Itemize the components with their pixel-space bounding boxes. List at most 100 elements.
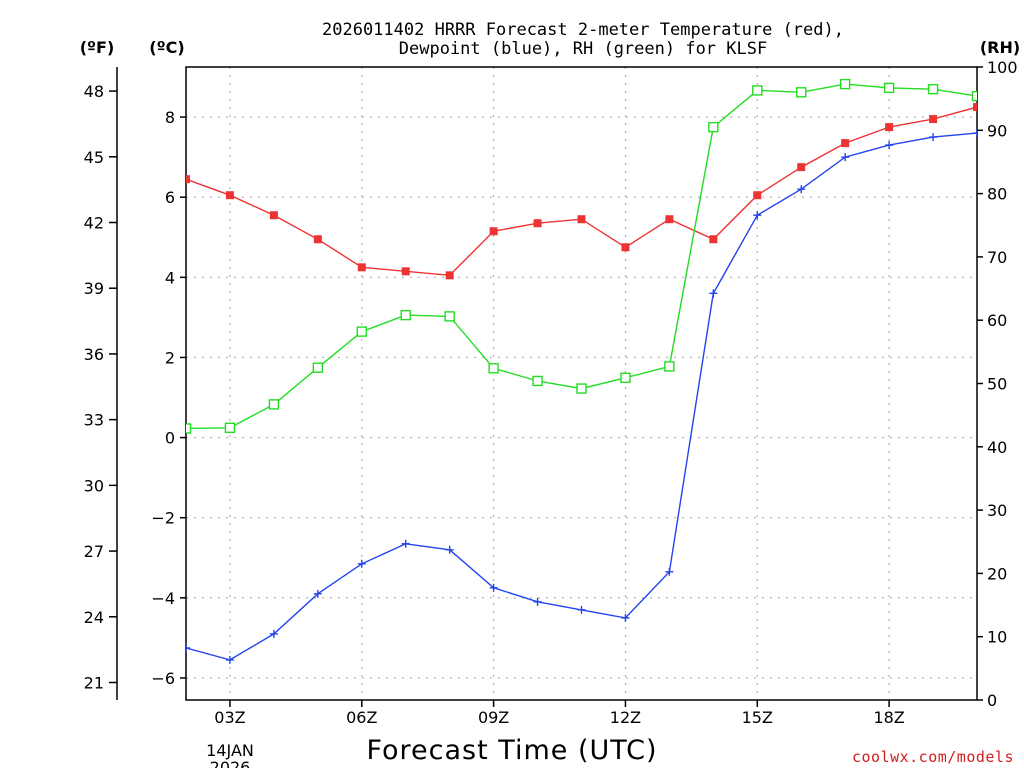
date-label-line2: 2026 [210, 758, 251, 768]
2-meter-temperature-point [313, 235, 322, 244]
2-meter-temperature-point [841, 139, 850, 148]
dewpoint-point [313, 589, 322, 598]
x-tick-label: 03Z [214, 708, 245, 727]
fahrenheit-tick-label: 33 [84, 411, 104, 430]
celsius-tick-label: −2 [151, 509, 175, 528]
celsius-tick-label: −6 [151, 669, 175, 688]
2-meter-temperature-point [973, 103, 977, 112]
x-tick-label: 09Z [478, 708, 509, 727]
chart-title-line1: 2026011402 HRRR Forecast 2-meter Tempera… [322, 20, 844, 40]
dewpoint-point [577, 605, 586, 614]
dewpoint-point [445, 545, 454, 554]
celsius-tick-label: 4 [165, 268, 175, 287]
x-tick-label: 18Z [873, 708, 904, 727]
rh-point [186, 423, 192, 434]
dewpoint-point [533, 597, 542, 606]
2-meter-temperature-point [621, 243, 630, 252]
rh-tick-label: 0 [987, 691, 997, 710]
series [186, 78, 977, 664]
fahrenheit-unit-label: (ºF) [80, 38, 115, 57]
dewpoint-point [841, 153, 850, 162]
dewpoint-series [186, 129, 977, 664]
rh-point [664, 361, 675, 372]
dewpoint-point [357, 559, 366, 568]
rh-line [186, 83, 977, 430]
rh-point [839, 78, 851, 90]
2-meter-temperature-point [577, 215, 586, 224]
dewpoint-point [621, 613, 630, 622]
rh-tick-label: 40 [987, 438, 1007, 457]
rh-tick-label: 10 [987, 628, 1007, 647]
rh-point [796, 87, 807, 98]
dewpoint-point [973, 129, 977, 138]
rh-point [356, 326, 367, 337]
fahrenheit-tick-label: 42 [84, 214, 104, 233]
dewpoint-point [797, 185, 806, 194]
rh-point [444, 311, 455, 322]
rh-point [971, 90, 977, 102]
dewpoint-line [186, 132, 977, 661]
x-tick-label: 15Z [742, 708, 773, 727]
rh-tick-label: 30 [987, 501, 1007, 520]
dewpoint-point [885, 141, 894, 150]
rh-point [488, 363, 499, 374]
date-label-line1: 14JAN [206, 741, 254, 760]
rh-point [268, 399, 280, 410]
rh-point [883, 82, 895, 94]
2-meter-temperature-point [186, 175, 190, 184]
dewpoint-point [665, 567, 674, 576]
2-meter-temperature-point [357, 263, 366, 272]
fahrenheit-tick-label: 27 [84, 542, 104, 561]
2-meter-temperature-point [533, 219, 542, 228]
axes: 03Z 06Z 09Z 12Z 15Z 18Z−6−4−20246821242730333… [84, 58, 1018, 727]
2-meter-temperature-point [665, 215, 674, 224]
rh-tick-label: 90 [987, 121, 1007, 140]
2-meter-temperature-line [186, 106, 977, 277]
2-meter-temperature-point [225, 191, 234, 200]
grid [186, 67, 977, 700]
rh-point [752, 85, 763, 96]
chart-title-line2: Dewpoint (blue), RH (green) for KLSF [399, 39, 767, 59]
rh-tick-label: 20 [987, 564, 1007, 583]
dewpoint-point [269, 629, 278, 638]
fahrenheit-tick-label: 48 [84, 82, 104, 101]
2-meter-temperature-point [885, 123, 894, 132]
dewpoint-point [401, 539, 410, 548]
fahrenheit-tick-label: 21 [84, 673, 104, 692]
celsius-tick-label: 2 [165, 348, 175, 367]
celsius-tick-label: 0 [165, 429, 175, 448]
rh-tick-label: 80 [987, 185, 1007, 204]
x-tick-label: 06Z [346, 708, 377, 727]
celsius-tick-label: 8 [165, 108, 175, 127]
rh-point [927, 83, 939, 95]
2-meter-temperature-point [489, 227, 498, 236]
fahrenheit-tick-label: 36 [84, 345, 104, 364]
x-axis-label: Forecast Time (UTC) [366, 735, 657, 766]
rh-tick-label: 50 [987, 375, 1007, 394]
rh-tick-label: 70 [987, 248, 1007, 267]
celsius-tick-label: −4 [151, 589, 175, 608]
rh-point [400, 309, 411, 321]
2-meter-temperature-point [269, 211, 278, 220]
rh-series [186, 78, 977, 434]
2-meter-temperature-series [186, 103, 977, 280]
fahrenheit-tick-label: 45 [84, 148, 104, 167]
dewpoint-point [489, 583, 498, 592]
rh-unit-label: (RH) [980, 38, 1020, 57]
dewpoint-point [186, 643, 190, 652]
fahrenheit-tick-label: 39 [84, 279, 104, 298]
2-meter-temperature-point [753, 191, 762, 200]
dewpoint-point [709, 289, 718, 298]
rh-tick-label: 100 [987, 58, 1018, 77]
x-tick-label: 12Z [610, 708, 641, 727]
dewpoint-point [929, 133, 938, 142]
rh-point [620, 372, 631, 384]
fahrenheit-tick-label: 24 [84, 608, 104, 627]
2-meter-temperature-point [445, 271, 454, 280]
rh-point [224, 422, 236, 434]
dewpoint-point [753, 211, 762, 220]
2-meter-temperature-point [401, 267, 410, 276]
rh-point [708, 121, 719, 133]
rh-point [312, 362, 324, 373]
